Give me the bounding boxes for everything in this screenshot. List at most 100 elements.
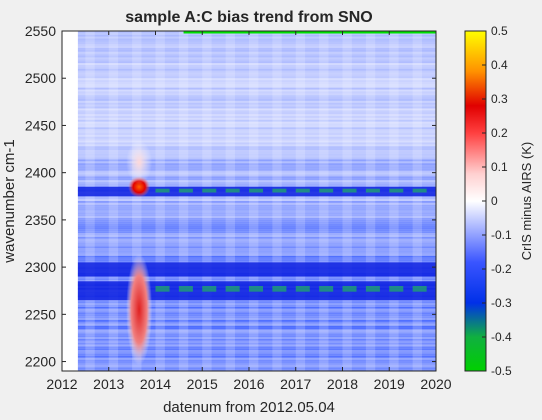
colorbar-tick-label: 0.2 [491,126,508,140]
heatmap-band [77,123,436,126]
heatmap-band [77,202,436,205]
heatmap-band [77,157,436,160]
heatmap-band [77,42,436,45]
x-tick-label: 2017 [280,376,311,392]
heatmap-band [77,350,436,353]
heatmap-band [77,361,436,364]
heatmap-band [77,320,436,322]
heatmap-green-patch [202,286,217,292]
heatmap-band [77,57,436,60]
x-tick-label: 2012 [46,376,77,392]
colorbar-tick-label: -0.3 [491,296,512,310]
heatmap-band [77,61,436,64]
heatmap-band [77,204,436,207]
heatmap-band [77,219,436,222]
heatmap-band [77,155,436,158]
heatmap-band [77,308,436,311]
heatmap-band [77,167,436,169]
heatmap-band [77,259,436,262]
heatmap-band [77,55,436,58]
heatmap-band [77,59,436,62]
heatmap-green-patch [155,286,170,292]
heatmap-band [77,236,436,239]
heatmap-green-patch [342,188,357,193]
x-tick-label: 2013 [93,376,124,392]
heatmap-green-patch [272,286,287,292]
heatmap-green-patch [249,286,264,292]
heatmap-band [77,367,436,370]
heatmap-band [77,68,436,71]
heatmap-band [77,174,436,177]
heatmap-band [77,253,436,256]
heatmap-band [77,36,436,39]
heatmap-band [77,314,436,317]
heatmap-band [77,49,436,52]
heatmap-band [77,95,436,98]
heatmap-band [77,278,436,281]
heatmap-band [77,142,436,145]
heatmap-band [77,83,436,86]
heatmap-green-patch [389,188,404,193]
colorbar-tick-label: 0.4 [491,58,508,72]
heatmap-green-patch [272,188,287,193]
heatmap-green-patch [365,286,380,292]
heatmap-band [77,316,436,319]
heatmap-seasonal-stripe [202,31,212,371]
heatmap-band [77,114,436,116]
heatmap-band [77,134,436,137]
heatmap-band [77,340,436,343]
heatmap-band [77,208,436,211]
colorbar-tick-label: -0.1 [491,228,512,242]
colorbar-tick-label: -0.5 [491,364,512,378]
heatmap-band [77,199,436,201]
colorbar: 0.5 0.4 0.3 0.2 0.1 0 -0.1 -0.2 -0.3 -0.4 -0.5 CrI… [464,24,534,378]
plot-area: 2012 2013 2014 2015 2016 2017 2018 2019 2020 220… [25,23,452,392]
x-tick-label: 2014 [140,376,171,392]
heatmap-band [77,318,436,320]
colorbar-tick-label: 0 [491,194,498,208]
heatmap-band [77,231,436,234]
heatmap-band [77,168,436,171]
colorbar-tick-label: 0.1 [491,160,508,174]
heatmap-band [77,301,436,303]
heatmap-band [77,100,436,103]
y-axis: 2200 2250 2300 2350 2400 2450 2500 2550 [25,23,436,370]
heatmap-band [77,63,436,65]
heatmap-band [77,51,436,54]
heatmap-band [77,176,436,179]
heatmap-top-edge [183,31,436,34]
heatmap-band [77,140,436,143]
heatmap-band [77,82,436,84]
heatmap-band [77,255,436,258]
heatmap-band [77,227,436,230]
heatmap-green-patch [225,188,240,193]
heatmap-band [77,197,436,200]
heatmap-band [77,233,436,235]
heatmap-seasonal-stripe [155,31,165,371]
x-axis: 2012 2013 2014 2015 2016 2017 2018 2019 2020 [46,31,452,392]
heatmap-green-patch [178,286,193,292]
heatmap-band [77,346,436,349]
heatmap-band [77,72,436,75]
heatmap-band [77,32,436,35]
heatmap-seasonal-stripe [272,31,282,371]
heatmap-green-patch [365,188,380,193]
heatmap-band [77,344,436,347]
chart-title: sample A:C bias trend from SNO [125,9,372,26]
heatmap-band [77,110,436,113]
heatmap-seasonal-stripe [295,31,306,371]
heatmap-negative-band [77,262,436,277]
heatmap-green-patch [319,188,334,193]
heatmap-band [77,337,436,339]
heatmap-seasonal-stripe [225,31,235,371]
heatmap-band [77,352,436,354]
y-tick-label: 2350 [25,212,56,228]
heatmap-band [77,214,436,217]
heatmap-band [77,159,436,162]
heatmap-band [77,229,436,232]
heatmap-band [77,363,436,366]
heatmap-band [77,85,436,88]
heatmap-band [77,129,436,132]
heatmap-band [77,240,436,243]
heatmap-green-patch [319,286,334,292]
